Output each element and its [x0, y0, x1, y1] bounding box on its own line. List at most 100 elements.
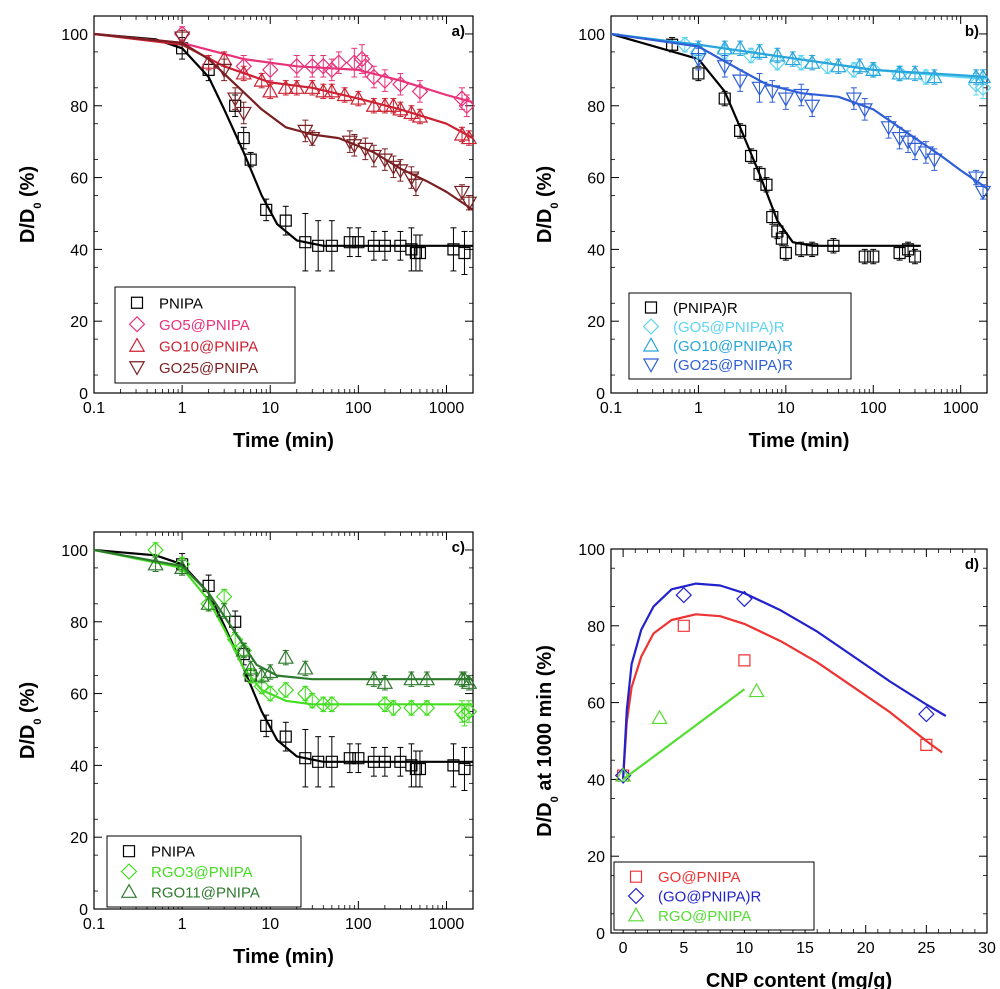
- x-axis-label: CNP content (mg/g): [706, 970, 892, 989]
- data-point: [891, 65, 908, 80]
- data-point: [748, 682, 765, 698]
- data-point: [253, 678, 270, 695]
- x-tick-label: 25: [917, 940, 935, 957]
- data-point: [908, 250, 922, 263]
- x-tick-label: 30: [978, 940, 996, 957]
- data-point: [906, 142, 924, 158]
- data-point: [385, 699, 402, 717]
- legend-label: PNIPA: [151, 844, 195, 861]
- data-point: [418, 670, 436, 686]
- data-point: [460, 196, 478, 212]
- data-point: [614, 767, 632, 784]
- data-point: [716, 39, 733, 55]
- y-tick-label: 40: [587, 772, 605, 789]
- legend-marker: [642, 337, 660, 352]
- panel-3: 0.1 1 10 100 1000 0 20 40 60 80 100 Time (min) D/D0 …: [17, 531, 478, 968]
- x-tick-label: 0.1: [83, 916, 105, 933]
- data-point: [350, 90, 367, 105]
- series-3: [610, 32, 992, 85]
- data-point: [744, 149, 758, 163]
- x-tick-label: 10: [777, 400, 795, 417]
- data-point: [392, 100, 409, 116]
- panel-label: a): [452, 23, 465, 40]
- fit-curve: [610, 32, 988, 79]
- data-point: [845, 92, 863, 107]
- legend-box: [613, 861, 815, 931]
- data-point: [458, 762, 471, 776]
- data-point: [779, 246, 792, 260]
- data-point: [793, 88, 810, 104]
- x-tick-label: 15: [796, 940, 814, 957]
- data-point: [893, 246, 906, 260]
- data-point: [453, 703, 471, 720]
- data-point: [974, 68, 992, 84]
- data-point: [147, 555, 164, 571]
- legend-marker: [128, 315, 146, 333]
- data-point: [173, 559, 191, 575]
- data-point: [357, 142, 374, 158]
- legend-label: GO5@PNIPA: [159, 317, 250, 334]
- data-point: [253, 72, 270, 87]
- data-point: [974, 185, 992, 201]
- legend-marker: [642, 318, 660, 335]
- data-point: [458, 246, 471, 260]
- data-point: [312, 239, 325, 252]
- fit-curve: [93, 548, 473, 763]
- data-point: [403, 171, 420, 186]
- data-point: [731, 39, 749, 55]
- x-tick-label: 5: [679, 940, 688, 957]
- series-3: [614, 682, 765, 782]
- panel-label: d): [965, 556, 979, 573]
- y-tick-label: 0: [79, 386, 88, 403]
- data-point: [418, 699, 436, 717]
- data-point: [764, 85, 781, 100]
- y-axis: 0 20 40 60 80 100: [578, 27, 987, 403]
- series-1: [93, 32, 473, 276]
- fit-curve: [622, 688, 746, 781]
- data-point: [403, 104, 420, 120]
- data-point: [460, 703, 478, 720]
- data-point: [775, 232, 788, 245]
- data-point: [226, 92, 244, 107]
- x-tick-label: 10: [736, 940, 754, 957]
- x-tick-label: 1: [178, 916, 187, 933]
- x-tick-label: 100: [860, 400, 887, 417]
- fit-curve: [93, 32, 473, 247]
- y-tick-label: 20: [587, 849, 605, 866]
- data-point: [769, 54, 786, 71]
- legend-marker: [627, 887, 645, 905]
- panel-label: b): [965, 23, 979, 40]
- y-tick-label: 0: [596, 926, 605, 943]
- data-point: [453, 185, 471, 201]
- data-point: [865, 61, 882, 76]
- panel-4: 0 5 10 15 20 25 30 0 20 40 60 80 100 CNP content (mg/…: [534, 542, 996, 989]
- x-tick-label: 1000: [429, 916, 465, 933]
- data-point: [357, 57, 374, 75]
- data-point: [803, 99, 821, 115]
- legend-label: RGO11@PNIPA: [151, 884, 260, 901]
- y-tick-label: 40: [70, 242, 88, 259]
- legend: (PNIPA)R (GO5@PNIPA)R (GO10@PNIPA)R (GO25@P…: [628, 292, 852, 380]
- legend-marker: [642, 358, 660, 373]
- legend-marker: [122, 845, 136, 858]
- plot-frame: [610, 15, 988, 394]
- data-point: [288, 57, 306, 75]
- data-point: [346, 139, 363, 154]
- data-point: [299, 752, 312, 765]
- data-point: [411, 108, 429, 123]
- y-axis: 0 20 40 60 80 100: [61, 543, 473, 919]
- data-point: [392, 75, 409, 93]
- data-point: [237, 131, 250, 145]
- x-axis-label: Time (min): [233, 430, 334, 452]
- data-point: [304, 79, 321, 94]
- y-axis-label: D/D0 (%): [17, 682, 44, 759]
- data-point: [677, 619, 690, 632]
- legend-label: RGO3@PNIPA: [151, 864, 253, 881]
- y-tick-label: 0: [79, 902, 88, 919]
- data-point: [392, 164, 409, 179]
- data-point: [867, 250, 880, 263]
- data-point: [751, 43, 768, 59]
- x-tick-label: 0: [619, 940, 628, 957]
- data-point: [460, 674, 478, 689]
